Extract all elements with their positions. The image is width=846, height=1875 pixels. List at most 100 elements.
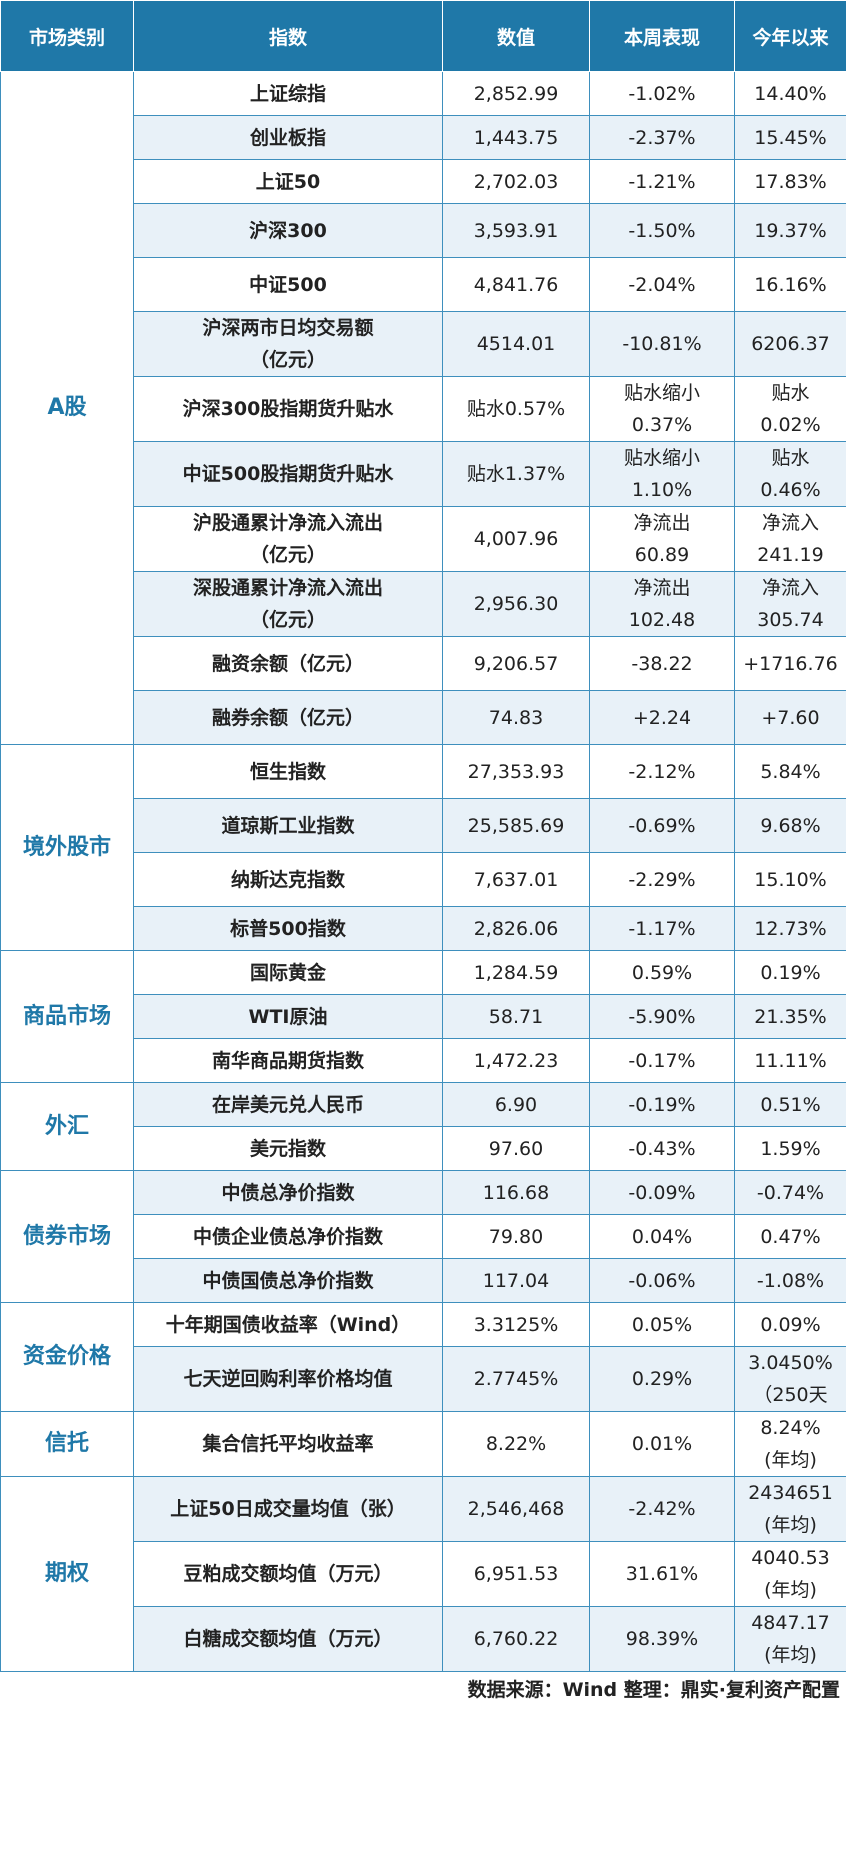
table-row: 豆粕成交额均值（万元） 6,951.53 31.61% 4040.53 (年均) bbox=[1, 1541, 846, 1607]
index-name-cell: 沪深300 bbox=[133, 203, 443, 258]
index-name-cell: 美元指数 bbox=[133, 1126, 443, 1171]
index-name-cell: 创业板指 bbox=[133, 115, 443, 160]
ytd-change-cell: 贴水 0.46% bbox=[734, 441, 846, 507]
value-cell: 1,284.59 bbox=[442, 950, 590, 995]
table-row: 上证50 2,702.03 -1.21% 17.83% bbox=[1, 159, 846, 204]
ytd-change-cell: 8.24% (年均) bbox=[734, 1411, 846, 1477]
week-change-cell: 0.01% bbox=[589, 1411, 735, 1477]
week-change-cell: -2.29% bbox=[589, 852, 735, 907]
table-row: 纳斯达克指数 7,637.01 -2.29% 15.10% bbox=[1, 852, 846, 907]
value-cell: 2,546,468 bbox=[442, 1476, 590, 1542]
value-cell: 贴水0.57% bbox=[442, 376, 590, 442]
index-name-cell: 纳斯达克指数 bbox=[133, 852, 443, 907]
header-index: 指数 bbox=[133, 0, 443, 72]
category-cell: 境外股市 bbox=[0, 744, 134, 951]
index-name-cell: 上证综指 bbox=[133, 71, 443, 116]
value-cell: 6,951.53 bbox=[442, 1541, 590, 1607]
category-cell: 期权 bbox=[0, 1476, 134, 1672]
ytd-change-cell: +1716.76 bbox=[734, 636, 846, 691]
week-change-cell: 98.39% bbox=[589, 1606, 735, 1672]
table-row: 中债企业债总净价指数 79.80 0.04% 0.47% bbox=[1, 1214, 846, 1259]
ytd-change-cell: 16.16% bbox=[734, 257, 846, 312]
value-cell: 97.60 bbox=[442, 1126, 590, 1171]
index-name-cell: WTI原油 bbox=[133, 994, 443, 1039]
index-name-cell: 在岸美元兑人民币 bbox=[133, 1082, 443, 1127]
ytd-change-cell: 净流入 305.74 bbox=[734, 571, 846, 637]
index-name-cell: 中债国债总净价指数 bbox=[133, 1258, 443, 1303]
ytd-change-cell: -1.08% bbox=[734, 1258, 846, 1303]
ytd-change-cell: 4847.17 (年均) bbox=[734, 1606, 846, 1672]
value-cell: 2,826.06 bbox=[442, 906, 590, 951]
index-name-cell: 上证50 bbox=[133, 159, 443, 204]
table-row: 道琼斯工业指数 25,585.69 -0.69% 9.68% bbox=[1, 798, 846, 853]
week-change-cell: -1.02% bbox=[589, 71, 735, 116]
value-cell: 4,841.76 bbox=[442, 257, 590, 312]
week-change-cell: -10.81% bbox=[589, 311, 735, 377]
header-ytd: 今年以来 bbox=[734, 0, 846, 72]
week-change-cell: 0.59% bbox=[589, 950, 735, 995]
ytd-change-cell: 15.45% bbox=[734, 115, 846, 160]
value-cell: 58.71 bbox=[442, 994, 590, 1039]
week-change-cell: -1.17% bbox=[589, 906, 735, 951]
category-cell: 商品市场 bbox=[0, 950, 134, 1083]
index-name-cell: 道琼斯工业指数 bbox=[133, 798, 443, 853]
value-cell: 7,637.01 bbox=[442, 852, 590, 907]
week-change-cell: 贴水缩小 1.10% bbox=[589, 441, 735, 507]
week-change-cell: 净流出 60.89 bbox=[589, 506, 735, 572]
table-row: 白糖成交额均值（万元） 6,760.22 98.39% 4847.17 (年均) bbox=[1, 1606, 846, 1672]
table-row: 中证500 4,841.76 -2.04% 16.16% bbox=[1, 257, 846, 312]
table-row: 深股通累计净流入流出 （亿元） 2,956.30 净流出 102.48 净流入 305… bbox=[1, 571, 846, 637]
table-body: A股 上证综指 2,852.99 -1.02% 14.40% 创业板指 1,443.75 -2… bbox=[0, 71, 846, 1672]
ytd-change-cell: 14.40% bbox=[734, 71, 846, 116]
category-cell: 外汇 bbox=[0, 1082, 134, 1171]
ytd-change-cell: 0.51% bbox=[734, 1082, 846, 1127]
index-name-cell: 中债企业债总净价指数 bbox=[133, 1214, 443, 1259]
ytd-change-cell: 净流入 241.19 bbox=[734, 506, 846, 572]
table-row: WTI原油 58.71 -5.90% 21.35% bbox=[1, 994, 846, 1039]
week-change-cell: 净流出 102.48 bbox=[589, 571, 735, 637]
value-cell: 74.83 bbox=[442, 690, 590, 745]
header-category: 市场类别 bbox=[0, 0, 134, 72]
index-name-cell: 国际黄金 bbox=[133, 950, 443, 995]
week-change-cell: +2.24 bbox=[589, 690, 735, 745]
index-name-cell: 融资余额（亿元） bbox=[133, 636, 443, 691]
week-change-cell: -5.90% bbox=[589, 994, 735, 1039]
week-change-cell: -0.69% bbox=[589, 798, 735, 853]
table-row: 沪股通累计净流入流出 （亿元） 4,007.96 净流出 60.89 净流入 241.… bbox=[1, 506, 846, 572]
week-change-cell: 31.61% bbox=[589, 1541, 735, 1607]
value-cell: 79.80 bbox=[442, 1214, 590, 1259]
category-cell: 资金价格 bbox=[0, 1302, 134, 1412]
week-change-cell: -0.19% bbox=[589, 1082, 735, 1127]
value-cell: 1,443.75 bbox=[442, 115, 590, 160]
table-row: 七天逆回购利率价格均值 2.7745% 0.29% 3.0450% （250天 bbox=[1, 1346, 846, 1412]
ytd-change-cell: 贴水 0.02% bbox=[734, 376, 846, 442]
week-change-cell: -2.37% bbox=[589, 115, 735, 160]
week-change-cell: -1.50% bbox=[589, 203, 735, 258]
table-row: 创业板指 1,443.75 -2.37% 15.45% bbox=[1, 115, 846, 160]
index-name-cell: 标普500指数 bbox=[133, 906, 443, 951]
index-name-cell: 沪深两市日均交易额 （亿元） bbox=[133, 311, 443, 377]
week-change-cell: 贴水缩小 0.37% bbox=[589, 376, 735, 442]
value-cell: 4514.01 bbox=[442, 311, 590, 377]
ytd-change-cell: 3.0450% （250天 bbox=[734, 1346, 846, 1412]
ytd-change-cell: 19.37% bbox=[734, 203, 846, 258]
value-cell: 27,353.93 bbox=[442, 744, 590, 799]
value-cell: 3.3125% bbox=[442, 1302, 590, 1347]
table-row: 融券余额（亿元） 74.83 +2.24 +7.60 bbox=[1, 690, 846, 745]
table-row: 融资余额（亿元） 9,206.57 -38.22 +1716.76 bbox=[1, 636, 846, 691]
value-cell: 2.7745% bbox=[442, 1346, 590, 1412]
index-name-cell: 中债总净价指数 bbox=[133, 1170, 443, 1215]
index-name-cell: 十年期国债收益率（Wind） bbox=[133, 1302, 443, 1347]
value-cell: 9,206.57 bbox=[442, 636, 590, 691]
ytd-change-cell: 15.10% bbox=[734, 852, 846, 907]
index-name-cell: 深股通累计净流入流出 （亿元） bbox=[133, 571, 443, 637]
index-name-cell: 豆粕成交额均值（万元） bbox=[133, 1541, 443, 1607]
week-change-cell: -2.42% bbox=[589, 1476, 735, 1542]
ytd-change-cell: 2434651 (年均) bbox=[734, 1476, 846, 1542]
table-row: 资金价格 十年期国债收益率（Wind） 3.3125% 0.05% 0.09% bbox=[0, 1302, 846, 1412]
week-change-cell: 0.29% bbox=[589, 1346, 735, 1412]
value-cell: 2,956.30 bbox=[442, 571, 590, 637]
week-change-cell: -2.04% bbox=[589, 257, 735, 312]
week-change-cell: -0.09% bbox=[589, 1170, 735, 1215]
value-cell: 1,472.23 bbox=[442, 1038, 590, 1083]
